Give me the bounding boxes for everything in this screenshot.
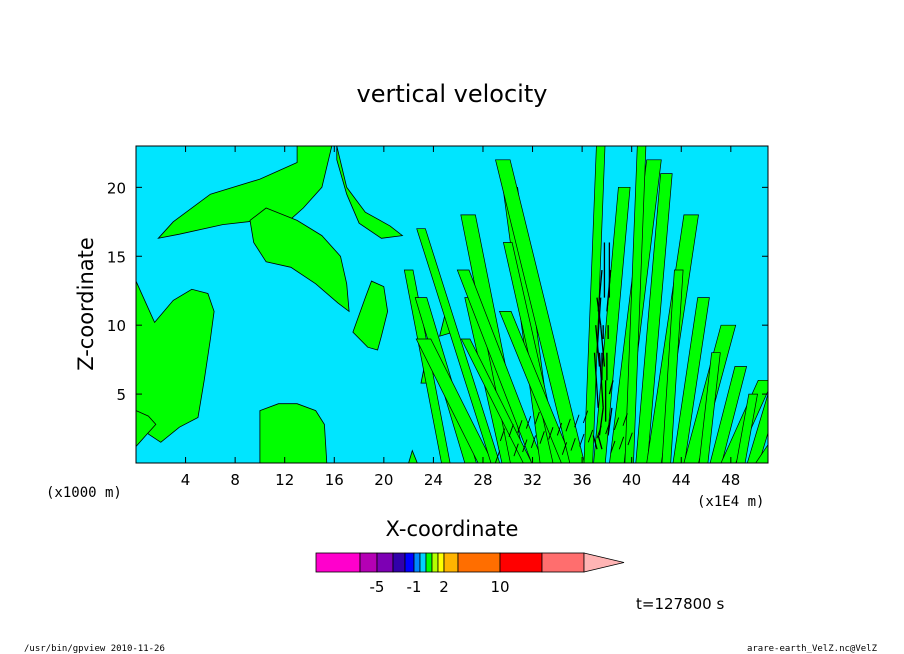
colorbar-swatch — [419, 552, 427, 573]
colorbar-swatch — [376, 552, 394, 573]
x-axis-label: X-coordinate — [386, 517, 519, 541]
colorbar-labels: -5 -1 2 10 — [370, 578, 510, 596]
y-axis-label: Z-coordinate — [74, 237, 98, 371]
x-tick-label: 48 — [721, 471, 740, 489]
footer-right: arare-earth_VelZ.nc@VelZ — [747, 644, 878, 654]
colorbar-swatch — [431, 552, 439, 573]
colorbar-swatch — [541, 552, 585, 573]
time-label: t=127800 s — [636, 595, 724, 613]
colorbar-swatch — [443, 552, 459, 573]
y-tick-label: 5 — [116, 386, 126, 404]
x-tick-label: 40 — [622, 471, 641, 489]
x-tick-label: 44 — [672, 471, 691, 489]
colorbar-extension — [583, 552, 625, 573]
colorbar-swatch — [404, 552, 415, 573]
x-units-right: (x1E4 m) — [697, 494, 764, 510]
x-tick-label: 4 — [181, 471, 191, 489]
colorbar-tick-label: 2 — [439, 578, 449, 596]
colorbar-tick-label: -1 — [407, 578, 422, 596]
colorbar-swatch — [425, 552, 433, 573]
x-units-left: (x1000 m) — [46, 485, 122, 501]
velocity-field — [136, 146, 768, 463]
footer-left: /usr/bin/gpview 2010-11-26 — [24, 644, 165, 654]
y-tick-label: 15 — [107, 248, 126, 266]
x-tick-label: 8 — [230, 471, 240, 489]
y-tick-label: 10 — [107, 317, 126, 335]
y-tick-label: 20 — [107, 179, 126, 197]
x-tick-label: 32 — [523, 471, 542, 489]
colorbar-swatch — [413, 552, 421, 573]
x-tick-label: 20 — [374, 471, 393, 489]
y-axis: 5 10 15 20 — [107, 179, 768, 404]
colorbar — [315, 552, 625, 573]
colorbar-swatch — [392, 552, 406, 573]
x-axis: 4 8 12 16 20 24 28 32 36 40 44 48 — [181, 146, 740, 489]
colorbar-tick-label: -5 — [370, 578, 385, 596]
x-tick-label: 36 — [573, 471, 592, 489]
colorbar-swatch — [499, 552, 543, 573]
colorbar-swatch — [315, 552, 361, 573]
x-tick-label: 28 — [473, 471, 492, 489]
colorbar-tick-label: 10 — [490, 578, 509, 596]
plot-frame — [135, 145, 769, 464]
x-tick-label: 16 — [325, 471, 344, 489]
colorbar-swatch — [437, 552, 445, 573]
colorbar-swatch — [457, 552, 501, 573]
chart-title: vertical velocity — [357, 80, 548, 108]
x-tick-label: 24 — [424, 471, 443, 489]
colorbar-swatch — [359, 552, 378, 573]
plot-area — [135, 145, 769, 464]
x-tick-label: 12 — [275, 471, 294, 489]
